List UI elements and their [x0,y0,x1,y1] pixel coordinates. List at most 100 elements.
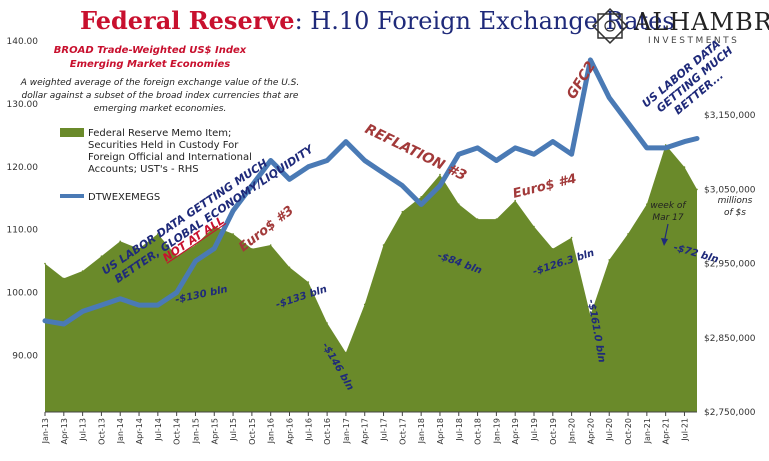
x-tick-label: Jul-18 [455,418,464,442]
x-tick-label: Jan-19 [492,418,501,444]
dtw-line-point [438,184,442,188]
annotation-arrow-head [661,238,668,246]
memo-area-layer [44,144,698,412]
memo-area-point [570,236,573,239]
x-tick-label: Jan-18 [417,418,426,444]
memo-area-point [552,248,554,250]
x-tick-label: Apr-21 [662,418,671,444]
memo-area-point [345,351,347,354]
memo-area-point [420,196,423,198]
memo-area-point [251,248,253,250]
memo-area-point [476,218,479,220]
x-tick-label: Jan-20 [568,418,577,444]
dtw-line-point [344,140,348,144]
description-line-1: A weighted average of the foreign exchan… [20,78,300,88]
dtw-line-point [137,303,141,307]
memo-area-point [269,244,272,246]
y-right-tick-label: $2,750,000 [704,408,756,418]
dtw-line-point [363,159,367,162]
x-tick-label: Apr-14 [135,418,144,444]
y-left-tick-label: 100.00 [7,289,39,299]
x-tick-label: Apr-13 [60,418,69,444]
memo-area-point [157,233,159,235]
annotation-euro4: Euro$ #4 [511,172,578,202]
y-right-tick-label: $2,850,000 [704,334,756,344]
x-tick-label: Jan-17 [342,418,351,444]
memo-area-point [533,225,535,228]
dtw-line-point [175,291,179,294]
dtw-line-point [306,165,310,169]
memo-area-point [100,255,103,257]
legend-swatch-memo [60,128,84,137]
x-tick-label: Jul-19 [530,418,539,442]
dtw-line-point [419,203,423,206]
dtw-line-point [551,140,555,144]
memo-area-point [63,277,65,280]
alhambra-star-icon [591,7,629,45]
y-right-tick-label: $2,950,000 [704,260,756,270]
x-tick-label: Apr-15 [210,418,219,444]
dtw-line-point [513,146,517,150]
dtw-line-point [607,96,611,100]
memo-area-point [119,240,121,243]
memo-area-point [382,244,385,246]
dtw-line-point [288,177,291,181]
x-tick-label: Apr-17 [361,418,370,444]
dtw-line-point [626,121,630,125]
dtw-line-point [250,184,254,188]
dtw-line-series [42,57,700,327]
x-tick-label: Jan-21 [643,418,652,444]
dtw-line-point [664,146,668,150]
dtw-line-point [212,247,216,250]
x-tick-label: Jul-13 [79,418,88,442]
memo-area-point [363,303,366,306]
x-tick-label: Apr-18 [436,418,445,444]
dtw-line-point [494,159,498,162]
x-tick-label: Jan-15 [191,418,200,444]
legend-dtw: DTWEXEMEGS [88,192,160,203]
dtw-line-point [231,209,235,213]
dtw-line-point [269,159,273,162]
alhambra-logo: ALHAMBRA INVESTMENTS [590,6,769,48]
x-tick-label: Jul-21 [680,418,689,442]
y-left-tick-label: 130.00 [7,100,39,110]
dtw-line-point [99,303,103,307]
x-tick-label: Oct-20 [624,418,633,445]
dtw-line-point [325,159,329,162]
dtw-line-point [570,152,574,156]
memo-area-point [683,166,686,168]
x-tick-label: Oct-16 [323,418,332,445]
memo-area-point [608,259,610,261]
axis-layer: 90.00 100.00 110.00 120.00 130.00 140.00 $2,75… [7,37,756,445]
x-tick-label: Jul-16 [304,418,313,442]
memo-area-point [232,233,234,235]
x-tick-label: Jul-17 [380,418,389,442]
y-right-tick-label: $3,050,000 [704,185,756,195]
dtw-line-point [532,152,536,156]
legend-memo-line-3: Foreign Official and International [88,152,252,163]
dtw-line-layer [42,57,700,327]
x-tick-label: Oct-19 [549,418,558,445]
annotation-reflation: REFLATION #3 [362,121,469,184]
title-part-1: Federal Reserve [80,6,295,35]
legend-memo-line-1: Federal Reserve Memo Item; [88,128,231,139]
dtw-line-point [588,58,592,62]
x-tick-label: Jul-15 [229,418,238,442]
memo-area-point [696,188,698,191]
legend-memo-line-2: Securities Held in Custody For [88,140,239,151]
y-left-tick-label: 90.00 [12,351,38,361]
dtw-line-point [400,184,404,188]
memo-area-point [81,270,84,272]
x-tick-label: Apr-20 [586,418,595,444]
dtw-line-point [683,140,686,144]
memo-area-point [589,314,592,317]
memo-area-point [439,173,441,176]
x-tick-label: Oct-15 [248,418,257,445]
dtw-line-point [81,309,85,313]
memo-area-point [213,225,216,228]
x-tick-label: Oct-14 [173,418,182,445]
memo-area-point [288,266,291,269]
memo-area-point [458,203,460,205]
dtw-line-point [382,171,385,175]
